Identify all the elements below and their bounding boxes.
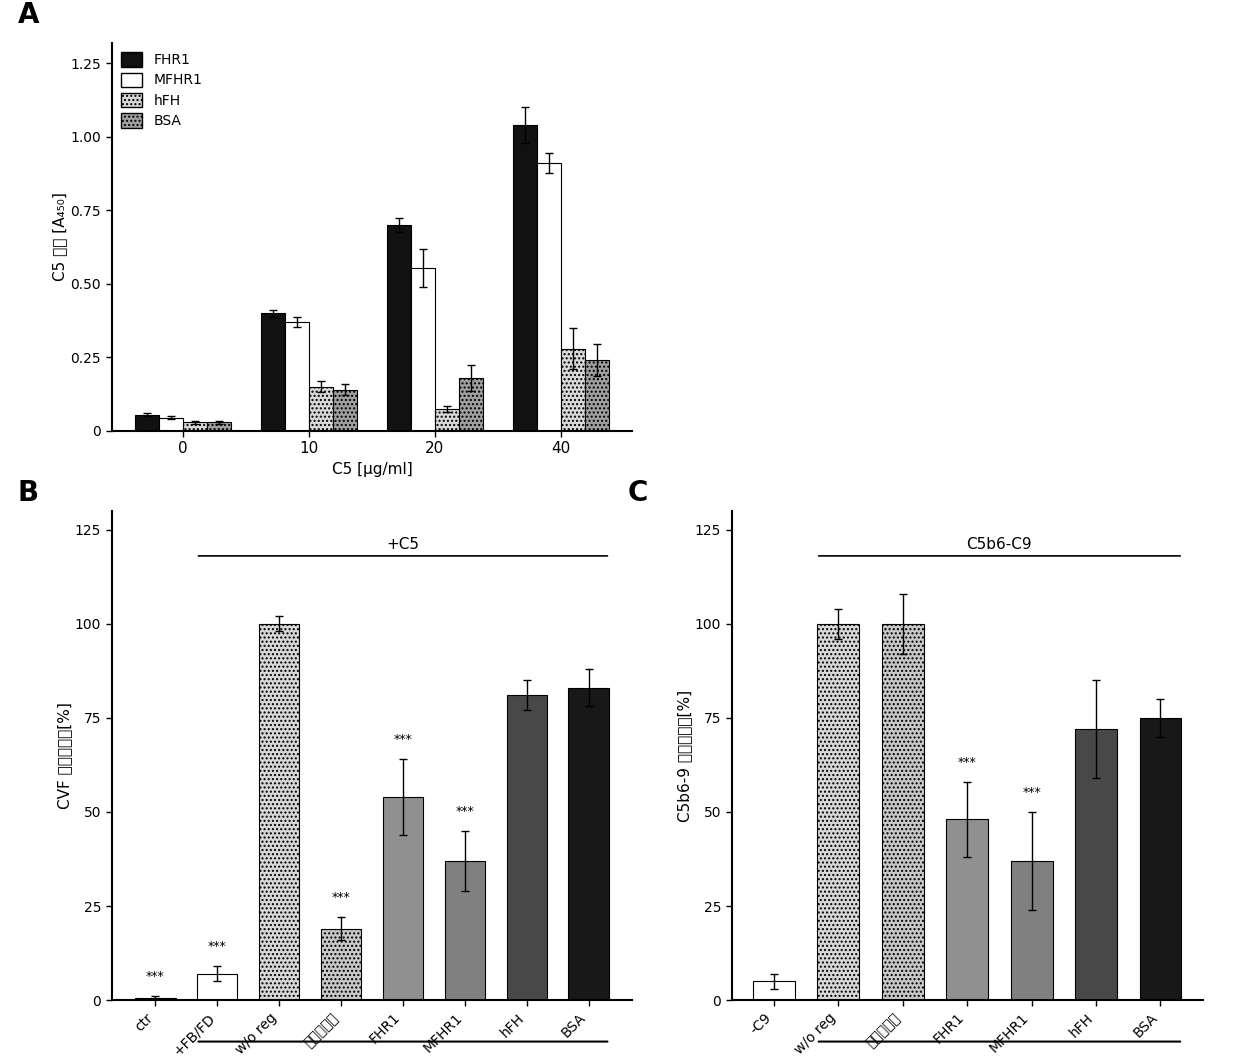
Bar — [435, 409, 459, 431]
Bar — [507, 695, 547, 1000]
Bar — [1140, 718, 1182, 1000]
Bar — [184, 422, 207, 431]
X-axis label: C5 [µg/ml]: C5 [µg/ml] — [331, 462, 413, 477]
Y-axis label: C5b6-9 诱导的裂解[%]: C5b6-9 诱导的裂解[%] — [677, 689, 692, 821]
Bar — [135, 998, 176, 1000]
Text: ***: *** — [455, 804, 474, 817]
Bar — [568, 687, 609, 1000]
Bar — [259, 624, 299, 1000]
Bar — [321, 929, 361, 1000]
Text: B: B — [17, 479, 38, 506]
Bar — [946, 819, 988, 1000]
Text: ***: *** — [331, 892, 351, 904]
Bar — [537, 163, 560, 431]
Text: ***: *** — [1022, 785, 1042, 799]
Text: ***: *** — [146, 970, 165, 983]
Bar — [817, 624, 859, 1000]
Bar — [159, 418, 184, 431]
Text: ***: *** — [393, 733, 413, 746]
Bar — [285, 322, 309, 431]
Text: A: A — [17, 1, 40, 29]
Legend: FHR1, MFHR1, hFH, BSA: FHR1, MFHR1, hFH, BSA — [119, 50, 205, 131]
Y-axis label: C5 结合 [A₄₅₀]: C5 结合 [A₄₅₀] — [52, 193, 68, 281]
Bar — [334, 389, 357, 431]
Bar — [197, 974, 237, 1000]
Bar — [1075, 729, 1117, 1000]
Bar — [383, 797, 423, 1000]
Text: C: C — [627, 479, 649, 506]
Bar — [387, 225, 410, 431]
Bar — [445, 861, 485, 1000]
Bar — [753, 981, 795, 1000]
Bar — [207, 422, 231, 431]
Text: ***: *** — [208, 941, 227, 953]
Bar — [135, 415, 159, 431]
Bar — [410, 268, 435, 431]
Bar — [459, 378, 482, 431]
Bar — [513, 124, 537, 431]
Bar — [1011, 861, 1053, 1000]
Bar — [262, 313, 285, 431]
Text: +C5: +C5 — [387, 537, 419, 552]
Y-axis label: CVF 诱导的裂解[%]: CVF 诱导的裂解[%] — [57, 702, 72, 809]
Bar — [882, 624, 924, 1000]
Text: ***: *** — [957, 755, 977, 768]
Bar — [560, 349, 585, 431]
Text: C5b6-C9: C5b6-C9 — [967, 537, 1032, 552]
Bar — [309, 387, 334, 431]
Bar — [585, 361, 609, 431]
